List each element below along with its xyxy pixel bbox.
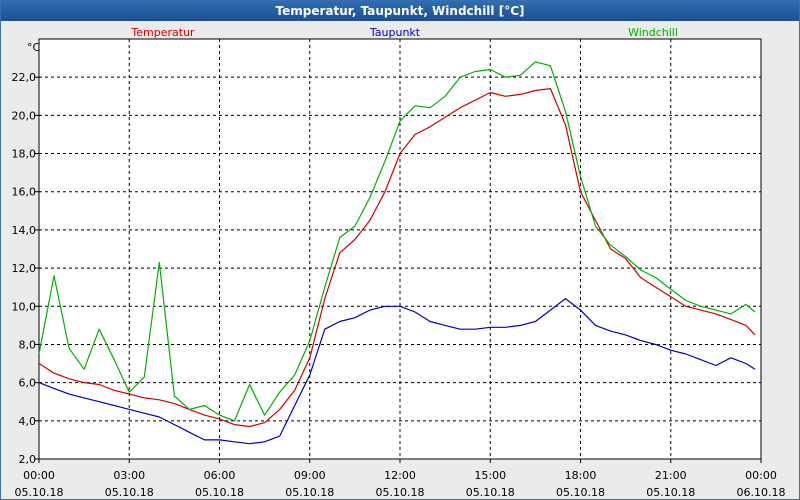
- chart-title: Temperatur, Taupunkt, Windchill [°C]: [1, 1, 799, 21]
- y-tick-label: 22,0: [12, 71, 37, 84]
- y-tick-label: 10,0: [12, 300, 37, 313]
- legend-temperatur: Temperatur: [130, 26, 195, 39]
- y-tick-label: 14,0: [12, 224, 37, 237]
- x-tick-date: 05.10.18: [646, 486, 695, 499]
- y-tick-label: 12,0: [12, 262, 37, 275]
- x-tick-date: 05.10.18: [376, 486, 425, 499]
- x-tick-time: 09:00: [294, 469, 326, 482]
- series-line-windchill: [38, 61, 756, 422]
- x-tick-date: 05.10.18: [285, 486, 334, 499]
- y-tick-label: 6,0: [19, 377, 37, 390]
- x-tick-time: 03:00: [113, 469, 145, 482]
- y-tick-label: 8,0: [19, 338, 37, 351]
- x-tick-date: 06.10.18: [737, 486, 786, 499]
- x-tick-time: 00:00: [23, 469, 55, 482]
- x-tick-time: 18:00: [565, 469, 597, 482]
- x-tick-date: 05.10.18: [195, 486, 244, 499]
- y-axis-unit: °C: [27, 41, 41, 54]
- series-lines: [38, 61, 756, 445]
- x-tick-date: 05.10.18: [15, 486, 64, 499]
- x-tick-time: 12:00: [384, 469, 416, 482]
- x-tick-time: 15:00: [474, 469, 506, 482]
- y-axis: 2,0 4,0 6,0 8,0 10,0 12,0 14,0 16,0 18,0 20,0 22,0: [12, 71, 39, 466]
- x-tick-date: 05.10.18: [556, 486, 605, 499]
- y-tick-label: 18,0: [12, 148, 37, 161]
- x-tick-time: 21:00: [655, 469, 687, 482]
- legend-windchill: Windchill: [628, 26, 678, 39]
- y-tick-label: 16,0: [12, 186, 37, 199]
- x-axis: 00:00 05.10.18 03:00 05.10.18 06:00 05.10.18 0…: [15, 459, 786, 499]
- legend-taupunkt: Taupunkt: [369, 26, 421, 39]
- y-tick-label: 2,0: [19, 453, 37, 466]
- x-tick-date: 05.10.18: [105, 486, 154, 499]
- y-tick-label: 4,0: [19, 415, 37, 428]
- series-line-taupunkt: [38, 298, 756, 445]
- x-tick-time: 00:00: [745, 469, 777, 482]
- x-tick-time: 06:00: [204, 469, 236, 482]
- y-tick-label: 20,0: [12, 109, 37, 122]
- series-line-temperatur: [38, 87, 756, 428]
- x-tick-date: 05.10.18: [466, 486, 515, 499]
